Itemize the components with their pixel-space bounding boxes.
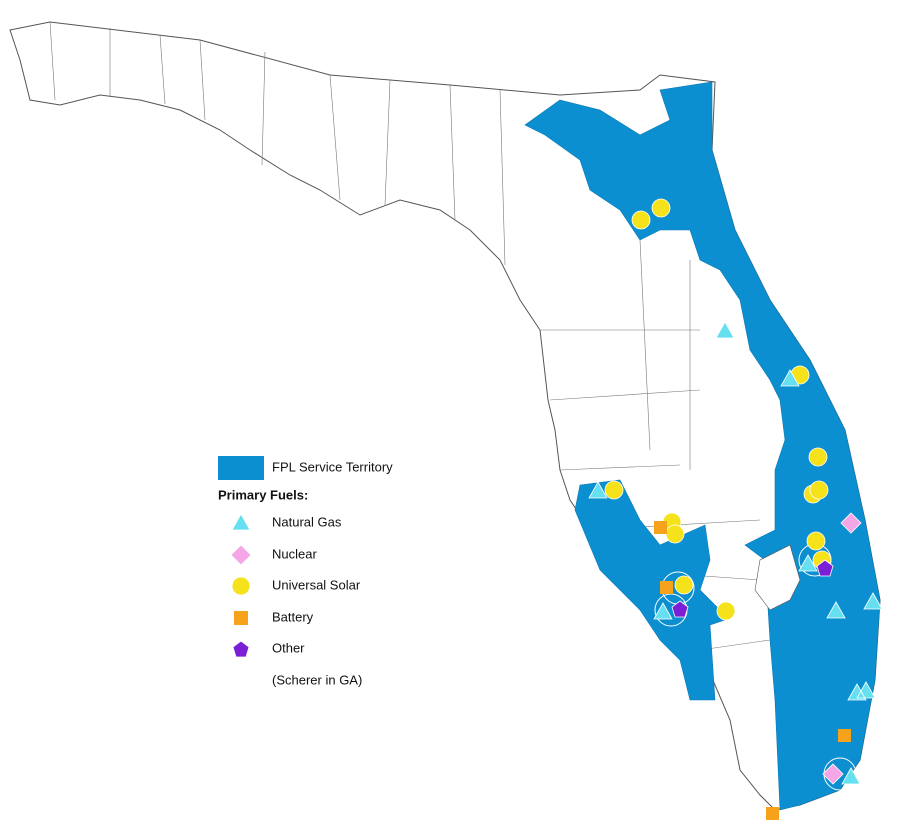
legend: FPL Service Territory Primary Fuels: Nat… xyxy=(218,456,393,687)
legend-item: Nuclear xyxy=(272,546,317,561)
state-outline xyxy=(9,21,881,811)
legend-item: Natural Gas xyxy=(272,514,342,529)
territory-swatch xyxy=(218,456,264,480)
service-territory xyxy=(524,81,881,811)
legend-nuclear-icon xyxy=(230,544,252,566)
legend-heading: Primary Fuels: xyxy=(218,487,308,502)
legend-solar-icon xyxy=(231,576,251,596)
legend-battery-icon xyxy=(234,611,248,625)
legend-gas-icon xyxy=(231,513,251,531)
legend-other-icon xyxy=(232,640,250,658)
legend-item: Universal Solar xyxy=(272,577,361,592)
plant-markers xyxy=(588,198,883,820)
legend-note: (Scherer in GA) xyxy=(272,672,362,687)
legend-item: Other xyxy=(272,640,305,655)
legend-territory: FPL Service Territory xyxy=(272,459,393,474)
legend-item: Battery xyxy=(272,609,314,624)
